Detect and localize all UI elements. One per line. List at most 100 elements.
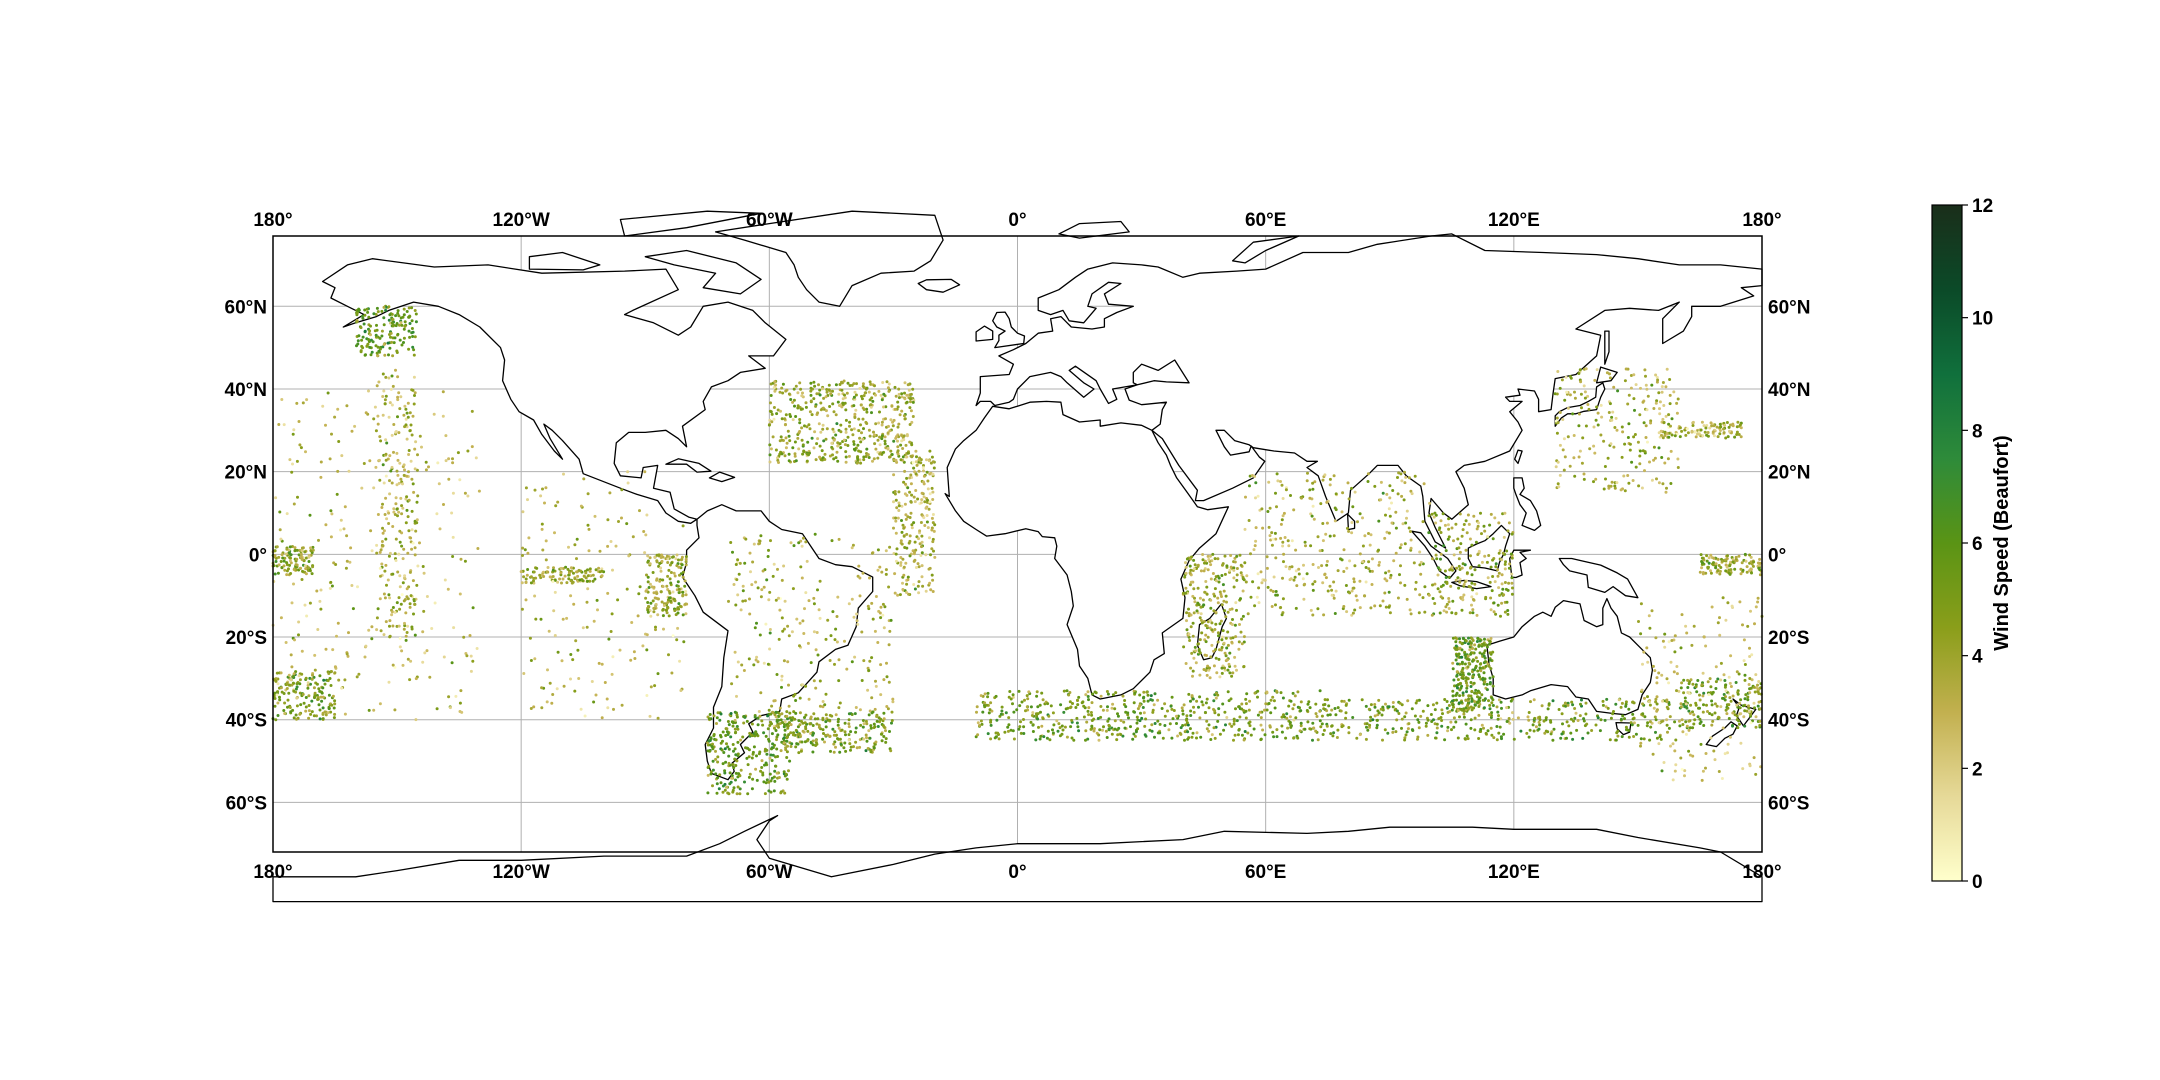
wind-point bbox=[787, 721, 791, 725]
wind-point bbox=[1458, 640, 1462, 644]
wind-point bbox=[1470, 697, 1474, 701]
wind-point bbox=[1655, 375, 1659, 379]
wind-point bbox=[1325, 724, 1329, 728]
wind-point bbox=[1280, 724, 1284, 728]
wind-point bbox=[1163, 702, 1167, 706]
wind-point bbox=[893, 591, 897, 595]
wind-point bbox=[1466, 665, 1470, 669]
wind-point bbox=[1674, 738, 1678, 742]
wind-point bbox=[593, 577, 597, 581]
wind-point bbox=[1321, 581, 1325, 585]
wind-point bbox=[1284, 565, 1288, 569]
wind-point bbox=[903, 502, 907, 506]
wind-point bbox=[894, 394, 898, 398]
wind-point bbox=[792, 387, 796, 391]
wind-point bbox=[1089, 727, 1093, 731]
wind-point bbox=[407, 347, 411, 351]
wind-point bbox=[1269, 698, 1273, 702]
wind-point bbox=[1418, 550, 1422, 554]
wind-point bbox=[1305, 479, 1309, 483]
wind-point bbox=[1608, 738, 1612, 742]
wind-point bbox=[1275, 728, 1279, 732]
wind-point bbox=[1529, 700, 1532, 704]
wind-point bbox=[1465, 686, 1469, 690]
wind-point bbox=[1316, 607, 1320, 611]
wind-point bbox=[1368, 725, 1371, 729]
wind-point bbox=[812, 380, 816, 384]
wind-point bbox=[1361, 560, 1365, 564]
wind-point bbox=[727, 754, 731, 758]
wind-point bbox=[1435, 722, 1439, 726]
wind-point bbox=[1146, 699, 1150, 703]
wind-point bbox=[739, 738, 743, 742]
wind-point bbox=[1579, 380, 1583, 384]
wind-point bbox=[1436, 566, 1440, 570]
wind-point bbox=[1223, 609, 1227, 613]
wind-point bbox=[744, 537, 748, 541]
wind-point bbox=[864, 733, 868, 737]
wind-point bbox=[1476, 524, 1480, 528]
wind-point bbox=[1363, 594, 1366, 598]
wind-point bbox=[1456, 662, 1459, 666]
wind-point bbox=[1458, 550, 1462, 554]
wind-point bbox=[322, 678, 326, 682]
wind-point bbox=[1565, 390, 1569, 394]
wind-point bbox=[307, 716, 311, 720]
wind-point bbox=[1491, 575, 1495, 578]
wind-point bbox=[1454, 693, 1458, 697]
wind-point bbox=[1527, 735, 1531, 739]
wind-point bbox=[1283, 536, 1287, 539]
wind-point bbox=[747, 775, 751, 779]
wind-point bbox=[1228, 568, 1232, 572]
wind-point bbox=[768, 631, 772, 635]
wind-point bbox=[1327, 704, 1331, 708]
wind-point bbox=[1284, 486, 1288, 490]
wind-point bbox=[1452, 539, 1455, 543]
wind-point bbox=[788, 711, 792, 715]
wind-point bbox=[782, 736, 786, 740]
wind-point bbox=[1191, 621, 1195, 625]
wind-point bbox=[1454, 720, 1458, 724]
coastline-hokkaido bbox=[1595, 366, 1618, 384]
wind-point bbox=[861, 725, 865, 729]
wind-point bbox=[1226, 610, 1230, 614]
coastline-antarctica bbox=[272, 814, 1763, 903]
wind-point bbox=[847, 733, 851, 737]
coastline-hispaniola bbox=[708, 471, 736, 483]
wind-point bbox=[289, 572, 293, 575]
wind-point bbox=[1663, 461, 1667, 465]
wind-point bbox=[1031, 711, 1035, 715]
wind-point bbox=[1301, 577, 1305, 581]
wind-point bbox=[1422, 482, 1426, 486]
wind-point bbox=[866, 747, 870, 750]
wind-point bbox=[868, 659, 872, 663]
wind-point bbox=[884, 405, 888, 409]
wind-point bbox=[660, 559, 664, 563]
wind-point bbox=[398, 540, 402, 544]
wind-point bbox=[1046, 729, 1050, 733]
wind-point bbox=[677, 587, 681, 591]
wind-point bbox=[374, 333, 378, 337]
wind-point bbox=[1709, 421, 1713, 425]
wind-point bbox=[794, 699, 798, 702]
wind-point bbox=[1267, 525, 1271, 529]
wind-point bbox=[1676, 457, 1680, 461]
wind-point bbox=[1123, 699, 1127, 702]
wind-point bbox=[529, 581, 533, 585]
wind-point bbox=[1487, 699, 1490, 703]
wind-point bbox=[1593, 378, 1597, 382]
wind-point bbox=[1311, 582, 1315, 586]
wind-point bbox=[1464, 706, 1468, 710]
wind-point bbox=[908, 440, 912, 444]
wind-point bbox=[294, 713, 298, 717]
wind-point bbox=[1236, 733, 1240, 737]
wind-point bbox=[769, 401, 772, 405]
wind-point bbox=[1195, 699, 1199, 703]
wind-point bbox=[648, 556, 652, 560]
wind-point bbox=[1252, 727, 1256, 731]
wind-point bbox=[749, 570, 752, 574]
wind-point bbox=[706, 773, 710, 777]
wind-point bbox=[782, 770, 786, 774]
wind-point bbox=[1476, 659, 1480, 663]
wind-point bbox=[1474, 540, 1478, 544]
